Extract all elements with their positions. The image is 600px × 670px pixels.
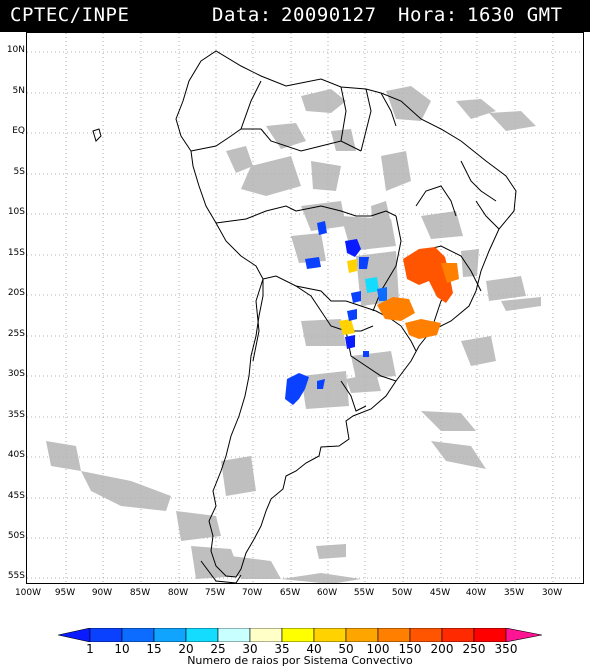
legend-colorbar — [58, 628, 542, 642]
lon-label-80w: 80W — [167, 588, 189, 598]
lat-label-45s: 45S — [7, 491, 25, 501]
lat-label-10n: 10N — [6, 45, 25, 55]
lat-label-15s: 15S — [7, 248, 25, 258]
lon-label-85w: 85W — [129, 588, 151, 598]
lat-label-55s: 55S — [7, 571, 25, 581]
lat-label-10s: 10S — [7, 207, 25, 217]
convective-systems-layer — [285, 221, 459, 405]
cb-tick: 250 — [462, 642, 486, 656]
cb-arrow-right — [505, 628, 542, 642]
cb-swatch-6 — [249, 628, 283, 642]
cb-tick: 40 — [306, 642, 322, 656]
cb-swatch-4 — [185, 628, 219, 642]
map-canvas — [27, 33, 583, 583]
cb-arrow-left — [58, 628, 91, 642]
lon-label-50w: 50W — [391, 588, 413, 598]
lon-label-70w: 70W — [241, 588, 263, 598]
cb-swatch-10 — [377, 628, 411, 642]
coastline-borders — [92, 50, 517, 583]
lon-label-100w: 100W — [14, 588, 42, 598]
cb-swatch-7 — [281, 628, 315, 642]
cb-swatch-11 — [409, 628, 443, 642]
cb-tick: 350 — [494, 642, 518, 656]
lon-label-55w: 55W — [353, 588, 375, 598]
legend-title: Numero de raios por Sistema Convectivo — [187, 654, 413, 667]
lon-label-90w: 90W — [91, 588, 113, 598]
cb-swatch-1 — [89, 628, 123, 642]
cb-tick: 200 — [430, 642, 454, 656]
cb-tick: 25 — [210, 642, 226, 656]
cb-tick: 30 — [242, 642, 258, 656]
cb-swatch-13 — [473, 628, 507, 642]
cb-tick: 20 — [178, 642, 194, 656]
time-value: 1630 GMT — [467, 4, 563, 26]
cb-tick: 100 — [366, 642, 390, 656]
cb-swatch-5 — [217, 628, 251, 642]
lat-label-5s: 5S — [13, 167, 25, 177]
cb-swatch-8 — [313, 628, 347, 642]
date-value: 20090127 — [281, 4, 377, 26]
lat-label-25s: 25S — [7, 329, 25, 339]
lon-label-40w: 40W — [465, 588, 487, 598]
cb-tick: 150 — [398, 642, 422, 656]
lon-label-35w: 35W — [503, 588, 525, 598]
cb-swatch-12 — [441, 628, 475, 642]
map-frame — [26, 32, 584, 584]
lon-label-75w: 75W — [204, 588, 226, 598]
lat-label-50s: 50S — [7, 531, 25, 541]
cb-tick: 10 — [114, 642, 130, 656]
cb-swatch-3 — [153, 628, 187, 642]
cb-swatch-9 — [345, 628, 379, 642]
map-header: CPTEC/INPE Data: 20090127 Hora: 1630 GMT — [0, 0, 590, 32]
cb-tick: 1 — [86, 642, 94, 656]
lat-label-40s: 40S — [7, 450, 25, 460]
cb-tick: 35 — [274, 642, 290, 656]
cb-tick: 15 — [146, 642, 162, 656]
lon-label-60w: 60W — [316, 588, 338, 598]
lat-label-20s: 20S — [7, 288, 25, 298]
lat-label-30s: 30S — [7, 369, 25, 379]
cb-tick: 50 — [338, 642, 354, 656]
lon-label-30w: 30W — [541, 588, 563, 598]
source-label: CPTEC/INPE — [10, 4, 130, 26]
lon-label-95w: 95W — [54, 588, 76, 598]
cloud-cover-layer — [46, 86, 541, 583]
lon-label-45w: 45W — [429, 588, 451, 598]
lat-label-5n: 5N — [12, 86, 25, 96]
cb-swatch-2 — [121, 628, 155, 642]
time-label: Hora: — [398, 4, 458, 26]
lat-label-eq: EQ — [12, 126, 25, 136]
lat-label-35s: 35S — [7, 410, 25, 420]
date-label: Data: — [212, 4, 272, 26]
lon-label-65w: 65W — [279, 588, 301, 598]
